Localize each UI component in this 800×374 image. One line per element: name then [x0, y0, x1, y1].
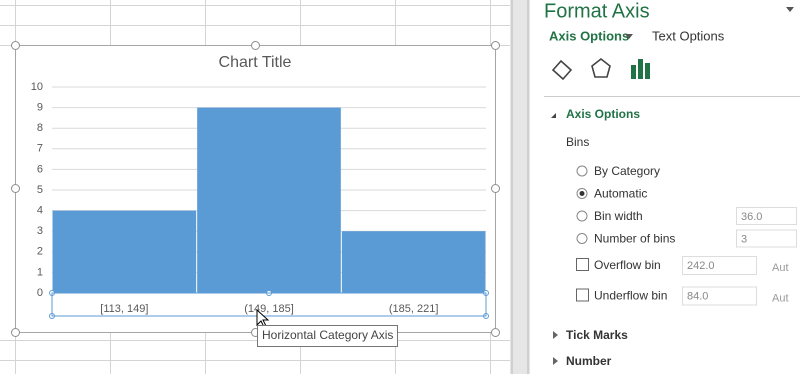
y-tick-label: 7 — [37, 143, 43, 155]
bar[interactable] — [52, 210, 197, 293]
y-tick-label: 0 — [37, 287, 43, 299]
y-tick-label: 2 — [37, 246, 43, 258]
input-box[interactable] — [736, 207, 797, 225]
icon-row — [551, 57, 650, 81]
checkbox[interactable] — [576, 288, 589, 302]
radio-label: By Category — [594, 164, 660, 178]
input-value: 84.0 — [687, 290, 708, 302]
pane-menu[interactable] — [786, 7, 794, 12]
input-box[interactable] — [682, 256, 757, 275]
y-tick-label: 8 — [37, 122, 43, 134]
radio[interactable] — [576, 165, 588, 177]
x-tick-label: [113, 149] — [100, 303, 148, 315]
radio-label: Automatic — [594, 187, 647, 201]
tooltip-box — [257, 325, 398, 347]
radio-dot — [579, 191, 585, 196]
group-label: Bins — [566, 135, 589, 149]
resize-handles — [11, 41, 500, 337]
bar[interactable] — [341, 231, 486, 293]
radio-label: Bin width — [594, 209, 643, 223]
section-header[interactable]: Tick Marks — [566, 328, 628, 342]
auto-button[interactable]: Aut — [772, 292, 789, 304]
input-value: 3 — [741, 233, 747, 245]
radio-label: Number of bins — [594, 232, 675, 246]
y-tick-label: 5 — [37, 184, 43, 196]
y-tick-label: 4 — [37, 205, 43, 217]
x-tick-label: (185, 221] — [389, 303, 439, 315]
input-box[interactable] — [736, 229, 797, 248]
tooltip: Horizontal Category Axis — [262, 328, 393, 342]
y-tick-label: 6 — [37, 163, 43, 175]
bar[interactable] — [197, 107, 341, 293]
y-tick-label: 1 — [37, 266, 43, 278]
pane-title: Format Axis — [544, 0, 650, 22]
x-tick-label: (149, 185] — [244, 303, 294, 315]
auto-button[interactable]: Aut — [772, 262, 789, 274]
checkbox[interactable] — [576, 258, 589, 271]
chart-title: Chart Title — [219, 54, 292, 71]
y-tick-label: 9 — [37, 102, 43, 114]
input-value: 242.0 — [687, 260, 715, 272]
input-value: 36.0 — [741, 211, 762, 223]
radio[interactable] — [576, 210, 588, 222]
scrollbar — [510, 0, 530, 374]
pane — [530, 0, 800, 374]
section-header[interactable]: Axis Options — [566, 107, 640, 121]
radio[interactable] — [576, 233, 588, 244]
tab[interactable]: Axis Options — [549, 28, 629, 43]
input-box[interactable] — [682, 286, 757, 306]
section-header[interactable]: Number — [566, 354, 612, 368]
tab[interactable]: Text Options — [652, 28, 725, 43]
y-tick-label: 10 — [31, 81, 43, 93]
axis-selection — [51, 292, 487, 317]
checkbox-label: Underflow bin — [594, 289, 667, 303]
y-tick-label: 3 — [37, 225, 43, 237]
checkbox-label: Overflow bin — [594, 258, 661, 272]
